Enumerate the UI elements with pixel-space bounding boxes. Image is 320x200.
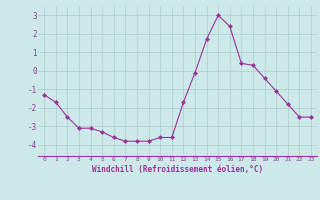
X-axis label: Windchill (Refroidissement éolien,°C): Windchill (Refroidissement éolien,°C)	[92, 165, 263, 174]
